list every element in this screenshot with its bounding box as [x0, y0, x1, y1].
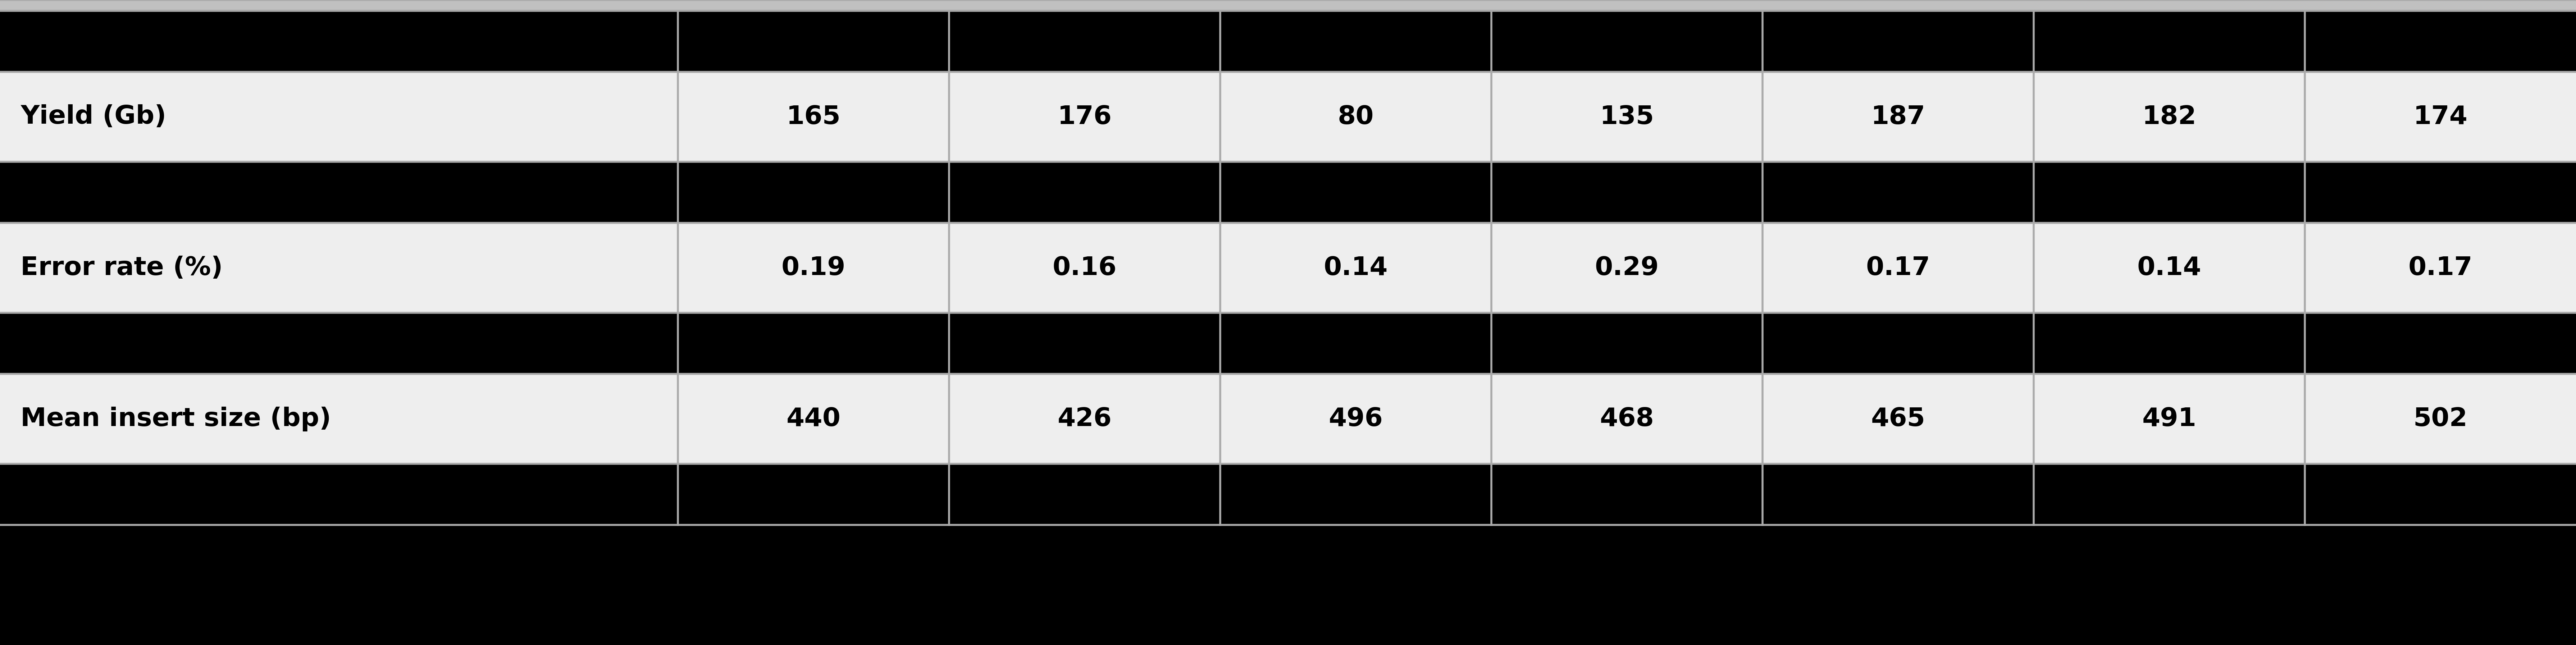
Text: 496: 496: [1329, 406, 1383, 432]
Text: 0.14: 0.14: [2138, 255, 2202, 281]
Text: 135: 135: [1600, 104, 1654, 129]
Text: 426: 426: [1059, 406, 1113, 432]
Bar: [0, 0, 2576, 11]
Text: 491: 491: [2143, 406, 2197, 432]
Text: 182: 182: [2143, 104, 2197, 129]
Text: 174: 174: [2414, 104, 2468, 129]
Bar: [0, 11, 2576, 72]
Text: 0.16: 0.16: [1054, 255, 1118, 281]
Text: 165: 165: [786, 104, 840, 129]
Text: 0.17: 0.17: [1865, 255, 1929, 281]
Text: 0.14: 0.14: [1324, 255, 1388, 281]
Bar: [0, 464, 2576, 525]
Text: 440: 440: [786, 406, 840, 432]
Text: 187: 187: [1870, 104, 1924, 129]
Text: Yield (Gb): Yield (Gb): [21, 104, 167, 129]
Bar: [0, 374, 2576, 464]
Bar: [0, 162, 2576, 223]
Text: Error rate (%): Error rate (%): [21, 255, 224, 281]
Bar: [0, 313, 2576, 374]
Text: 0.17: 0.17: [2409, 255, 2473, 281]
Text: 0.19: 0.19: [781, 255, 845, 281]
Text: 80: 80: [1337, 104, 1373, 129]
Text: 502: 502: [2414, 406, 2468, 432]
Text: 0.29: 0.29: [1595, 255, 1659, 281]
Text: 465: 465: [1870, 406, 1924, 432]
Bar: [0, 72, 2576, 162]
Text: 176: 176: [1059, 104, 1113, 129]
Bar: [0, 223, 2576, 313]
Text: Mean insert size (bp): Mean insert size (bp): [21, 406, 332, 432]
Text: 468: 468: [1600, 406, 1654, 432]
